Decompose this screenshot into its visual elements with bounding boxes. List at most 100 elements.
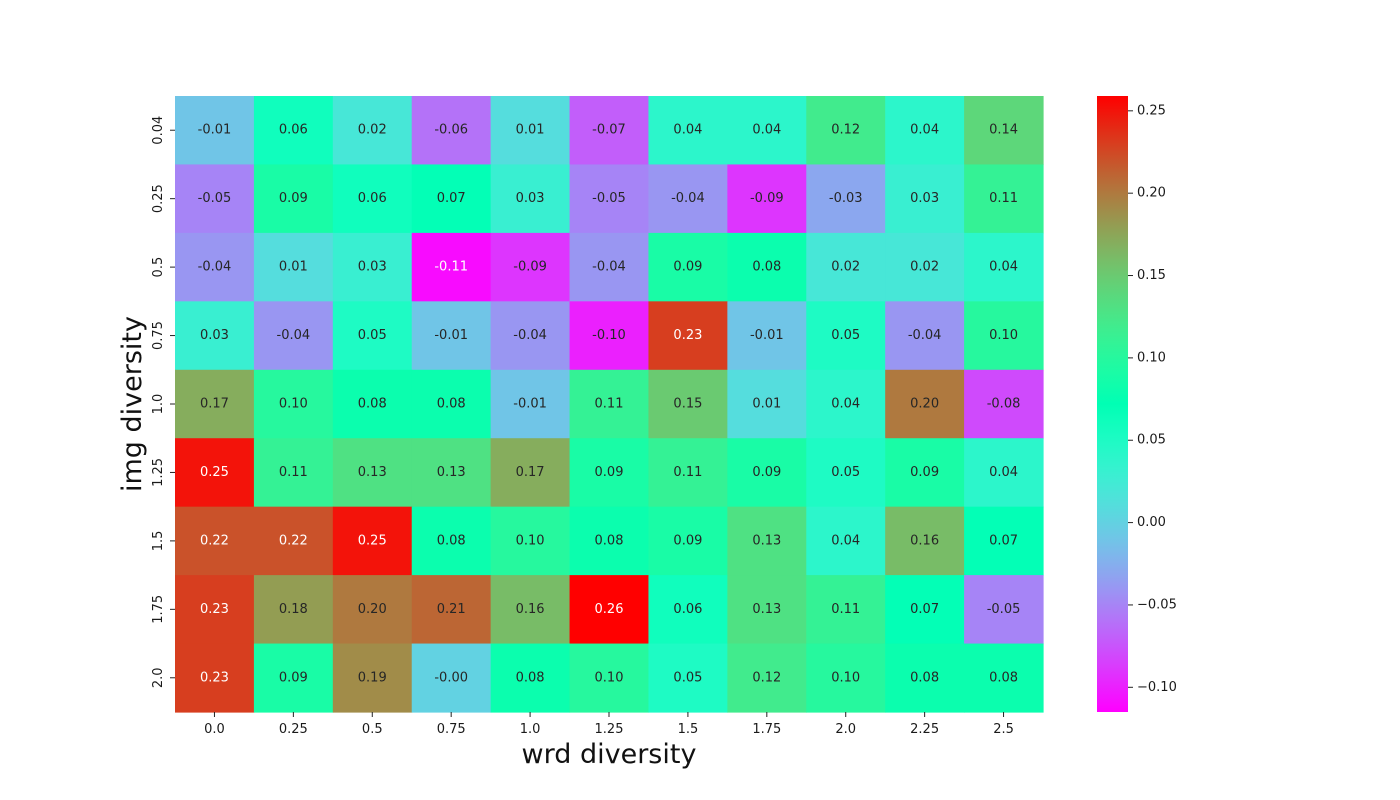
cell-value-label: 0.13 (752, 533, 781, 548)
heatmap-cell (253, 506, 334, 576)
cell-value-label: 0.19 (358, 670, 387, 685)
cell-value-label: 0.10 (516, 533, 545, 548)
cell-value-label: -0.04 (513, 328, 547, 343)
heatmap-cell (253, 438, 334, 508)
cell-value-label: -0.06 (434, 123, 468, 138)
heatmap-cell (569, 232, 650, 302)
cell-value-label: 0.12 (831, 123, 860, 138)
colorbar-tick-label: 0.25 (1137, 103, 1166, 118)
heatmap-cell (648, 643, 728, 713)
x-tick-label: 2.5 (993, 722, 1014, 737)
heatmap-cell (885, 96, 965, 166)
heatmap-cell (175, 96, 255, 166)
heatmap-cell (175, 232, 255, 302)
cell-value-label: 0.13 (358, 465, 387, 480)
heatmap-cell (253, 164, 334, 234)
colorbar-tick-label: −0.10 (1137, 680, 1177, 695)
heatmap-cell (885, 164, 965, 234)
heatmap-cell (806, 301, 886, 371)
cell-value-label: 0.18 (279, 602, 308, 617)
heatmap-cell (806, 438, 886, 508)
heatmap-cell (490, 643, 571, 713)
heatmap-cell (964, 643, 1044, 713)
cell-value-label: -0.01 (513, 397, 547, 412)
cell-value-label: 0.25 (358, 533, 387, 548)
cell-value-label: 0.11 (673, 465, 702, 480)
x-tick-label: 0.25 (279, 722, 308, 737)
heatmap-cell (253, 232, 334, 302)
cell-value-label: 0.25 (200, 465, 229, 480)
heatmap-cell (964, 96, 1044, 166)
x-tick-label: 1.5 (678, 722, 699, 737)
cell-value-label: 0.09 (279, 191, 308, 206)
cell-value-label: 0.20 (910, 397, 939, 412)
colorbar-tick-label: 0.20 (1137, 186, 1166, 201)
cell-value-label: 0.04 (989, 260, 1018, 275)
heatmap-cell (885, 301, 965, 371)
heatmap-cell (411, 96, 492, 166)
heatmap-cell (727, 301, 807, 371)
heatmap-cell (490, 232, 571, 302)
heatmap-cells: -0.01 0.06 0.02 -0.06 0.01 -0.07 0.04 0.04 0.12 0… (175, 96, 1044, 713)
cell-value-label: -0.01 (198, 123, 232, 138)
cell-value-label: -0.04 (908, 328, 942, 343)
heatmap-cell (648, 301, 728, 371)
cell-value-label: 0.08 (437, 397, 466, 412)
heatmap-cell (727, 575, 807, 645)
heatmap-cell (332, 369, 413, 439)
cell-value-label: 0.16 (516, 602, 545, 617)
x-tick-label: 1.75 (752, 722, 781, 737)
y-axis-label: img diversity (117, 316, 148, 492)
cell-value-label: -0.07 (592, 123, 626, 138)
cell-value-label: 0.02 (831, 260, 860, 275)
y-tick-label: 1.5 (151, 531, 166, 552)
cell-value-label: 0.07 (989, 533, 1018, 548)
heatmap-cell (885, 575, 965, 645)
heatmap-cell (569, 643, 650, 713)
colorbar-tick-label: 0.15 (1137, 268, 1166, 283)
cell-value-label: 0.09 (752, 465, 781, 480)
cell-value-label: 0.23 (200, 670, 229, 685)
heatmap-cell (648, 96, 728, 166)
cell-value-label: -0.05 (987, 602, 1021, 617)
heatmap-cell (332, 164, 413, 234)
heatmap-cell (648, 575, 728, 645)
heatmap-cell (411, 643, 492, 713)
cell-value-label: 0.04 (989, 465, 1018, 480)
cell-value-label: 0.21 (437, 602, 466, 617)
heatmap-cell (490, 438, 571, 508)
cell-value-label: -0.03 (829, 191, 863, 206)
heatmap-cell (964, 506, 1044, 576)
heatmap-cell (332, 643, 413, 713)
cell-value-label: 0.03 (516, 191, 545, 206)
cell-value-label: 0.08 (989, 670, 1018, 685)
heatmap-cell (727, 232, 807, 302)
heatmap-cell (332, 301, 413, 371)
heatmap-cell (411, 575, 492, 645)
heatmap-cell (253, 96, 334, 166)
heatmap-cell (175, 643, 255, 713)
cell-value-label: 0.03 (200, 328, 229, 343)
colorbar-gradient (1097, 96, 1128, 712)
cell-value-label: 0.07 (437, 191, 466, 206)
heatmap-cell (332, 96, 413, 166)
heatmap-cell (806, 506, 886, 576)
cell-value-label: -0.10 (592, 328, 626, 343)
cell-value-label: 0.22 (279, 533, 308, 548)
cell-value-label: 0.17 (200, 397, 229, 412)
cell-value-label: 0.02 (358, 123, 387, 138)
cell-value-label: 0.08 (437, 533, 466, 548)
cell-value-label: -0.04 (592, 260, 626, 275)
heatmap-cell (569, 506, 650, 576)
x-tick-label: 0.75 (437, 722, 466, 737)
y-tick-label: 0.75 (151, 321, 166, 350)
heatmap-cell (964, 438, 1044, 508)
colorbar-tick-label: 0.05 (1137, 433, 1166, 448)
heatmap-cell (569, 369, 650, 439)
cell-value-label: -0.01 (434, 328, 468, 343)
cell-value-label: 0.02 (910, 260, 939, 275)
heatmap-cell (175, 438, 255, 508)
cell-value-label: 0.14 (989, 123, 1018, 138)
cell-value-label: 0.05 (358, 328, 387, 343)
